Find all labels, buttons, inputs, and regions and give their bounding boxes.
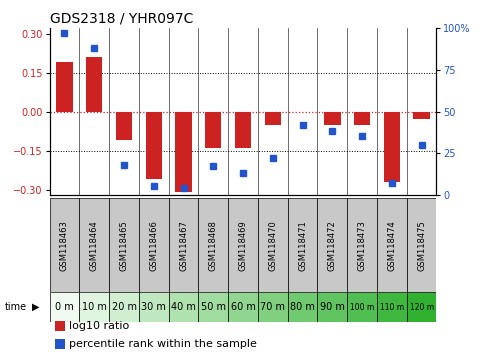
Text: GDS2318 / YHR097C: GDS2318 / YHR097C	[50, 12, 193, 26]
Bar	[258, 292, 288, 322]
Bar	[79, 198, 109, 292]
Bar	[347, 198, 377, 292]
Bar	[205, 112, 221, 148]
Text: GSM118470: GSM118470	[268, 220, 277, 270]
Bar	[377, 198, 407, 292]
Bar	[169, 292, 198, 322]
Text: 120 m: 120 m	[410, 303, 434, 312]
Text: GSM118472: GSM118472	[328, 220, 337, 270]
Bar	[57, 62, 72, 112]
Bar	[116, 112, 132, 140]
Text: 0 m: 0 m	[55, 302, 74, 312]
Bar	[288, 292, 317, 322]
Bar	[288, 198, 317, 292]
Text: GSM118474: GSM118474	[387, 220, 396, 270]
Text: GSM118463: GSM118463	[60, 220, 69, 270]
Bar	[265, 112, 281, 125]
Bar	[324, 112, 340, 125]
Bar	[384, 112, 400, 182]
Bar	[377, 292, 407, 322]
Text: 70 m: 70 m	[260, 302, 285, 312]
Bar	[354, 112, 370, 125]
Text: 50 m: 50 m	[201, 302, 226, 312]
Bar	[228, 198, 258, 292]
Bar	[258, 198, 288, 292]
Bar	[79, 292, 109, 322]
Text: 60 m: 60 m	[231, 302, 255, 312]
Text: time: time	[5, 302, 27, 312]
Text: 40 m: 40 m	[171, 302, 196, 312]
Bar	[139, 198, 169, 292]
Text: 80 m: 80 m	[290, 302, 315, 312]
Bar	[109, 292, 139, 322]
Bar	[139, 292, 169, 322]
Text: GSM118464: GSM118464	[90, 220, 99, 270]
Bar	[198, 292, 228, 322]
Text: GSM118467: GSM118467	[179, 220, 188, 270]
Text: ▶: ▶	[32, 302, 40, 312]
Text: GSM118471: GSM118471	[298, 220, 307, 270]
Bar	[86, 57, 102, 112]
Bar	[228, 292, 258, 322]
Text: 20 m: 20 m	[112, 302, 136, 312]
Text: 90 m: 90 m	[320, 302, 345, 312]
Bar	[50, 198, 79, 292]
Bar	[146, 112, 162, 179]
Text: 100 m: 100 m	[350, 303, 374, 312]
Bar	[235, 112, 251, 148]
Bar	[169, 198, 198, 292]
Bar	[109, 198, 139, 292]
Text: GSM118466: GSM118466	[149, 220, 158, 270]
Bar	[407, 292, 436, 322]
Bar	[317, 198, 347, 292]
Text: 10 m: 10 m	[82, 302, 107, 312]
Text: GSM118473: GSM118473	[358, 220, 367, 270]
Text: GSM118468: GSM118468	[209, 220, 218, 270]
Text: GSM118469: GSM118469	[239, 220, 248, 270]
Text: GSM118465: GSM118465	[120, 220, 128, 270]
Bar	[317, 292, 347, 322]
Text: log10 ratio: log10 ratio	[69, 321, 129, 331]
Bar	[407, 198, 436, 292]
Bar	[50, 292, 79, 322]
Text: 110 m: 110 m	[380, 303, 404, 312]
Bar	[176, 112, 191, 192]
Bar	[414, 112, 430, 119]
Bar	[347, 292, 377, 322]
Text: percentile rank within the sample: percentile rank within the sample	[69, 339, 257, 349]
Text: GSM118475: GSM118475	[417, 220, 426, 270]
Text: 30 m: 30 m	[141, 302, 166, 312]
Bar	[198, 198, 228, 292]
